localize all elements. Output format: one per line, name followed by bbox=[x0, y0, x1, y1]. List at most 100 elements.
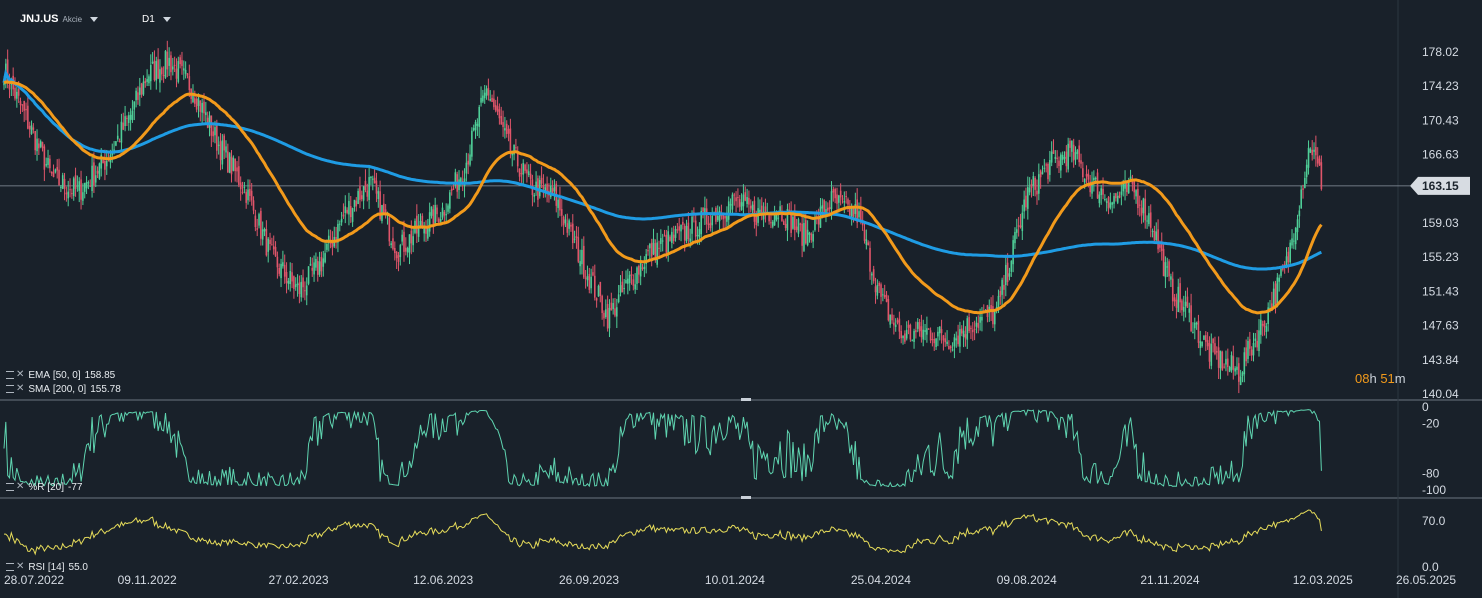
candle-body bbox=[566, 223, 569, 233]
timeframe-selector[interactable]: D1 bbox=[142, 11, 171, 27]
candle-body bbox=[810, 233, 813, 241]
price-tick-label: 174.23 bbox=[1422, 79, 1459, 93]
candle-body bbox=[1215, 351, 1218, 353]
candle-body bbox=[935, 338, 937, 347]
candle-body bbox=[759, 209, 761, 213]
candle-body bbox=[353, 199, 356, 208]
candle-body bbox=[322, 258, 325, 267]
candle-body bbox=[1137, 188, 1139, 209]
candle-body bbox=[1153, 230, 1156, 241]
candle-body bbox=[916, 322, 919, 329]
candle-body bbox=[138, 87, 141, 95]
candle-body bbox=[1164, 262, 1167, 278]
candle-body bbox=[843, 200, 846, 203]
candle-body bbox=[1113, 196, 1115, 204]
rsi-name: RSI bbox=[28, 561, 46, 573]
rsi-legend[interactable]: ✕ RSI [14] 55.0 bbox=[6, 561, 88, 573]
candle-body bbox=[630, 274, 633, 276]
williams-legend[interactable]: ✕ %R [20] -77 bbox=[6, 481, 82, 493]
candle-body bbox=[850, 205, 853, 218]
close-icon[interactable]: ✕ bbox=[16, 561, 25, 572]
candle-body bbox=[269, 239, 271, 245]
settings-icon[interactable] bbox=[6, 563, 14, 571]
candle-body bbox=[782, 221, 785, 225]
candle-body bbox=[245, 191, 247, 203]
candle-body bbox=[476, 123, 479, 126]
candle-body bbox=[1142, 198, 1145, 214]
candle-body bbox=[1179, 283, 1181, 303]
candle-body bbox=[865, 239, 868, 245]
candle-body bbox=[1316, 156, 1319, 164]
timeframe-label: D1 bbox=[142, 13, 155, 25]
settings-icon[interactable] bbox=[6, 371, 14, 379]
candle-body bbox=[1149, 212, 1152, 228]
candle-body bbox=[223, 135, 225, 151]
candle-body bbox=[133, 101, 136, 110]
candle-body bbox=[30, 125, 33, 134]
candle-body bbox=[78, 181, 81, 191]
close-icon[interactable]: ✕ bbox=[16, 481, 25, 492]
candle-body bbox=[882, 294, 884, 296]
candle-body bbox=[516, 152, 519, 167]
candle-body bbox=[709, 222, 712, 229]
candle-body bbox=[981, 316, 983, 321]
ema-legend[interactable]: ✕ EMA [50, 0] 158.85 bbox=[6, 369, 115, 381]
candle-body bbox=[232, 157, 235, 171]
candle-body bbox=[1060, 154, 1062, 171]
candle-body bbox=[1309, 148, 1312, 153]
settings-icon[interactable] bbox=[6, 385, 14, 393]
candle-body bbox=[1197, 320, 1200, 343]
candle-body bbox=[25, 108, 27, 111]
candle-body bbox=[228, 153, 231, 173]
candle-body bbox=[515, 147, 517, 149]
candle-body bbox=[480, 97, 482, 103]
candle-body bbox=[1182, 306, 1185, 312]
candle-body bbox=[263, 228, 266, 232]
pane-resize-handle bbox=[741, 398, 751, 401]
candle-body bbox=[1258, 330, 1260, 352]
candle-body bbox=[1034, 177, 1036, 190]
candle-body bbox=[238, 166, 240, 185]
candle-body bbox=[32, 127, 35, 130]
close-icon[interactable]: ✕ bbox=[16, 383, 25, 394]
candle-body bbox=[282, 262, 284, 267]
candle-body bbox=[47, 158, 49, 165]
candle-body bbox=[403, 231, 405, 252]
close-icon[interactable]: ✕ bbox=[16, 369, 25, 380]
candle-body bbox=[1085, 174, 1088, 177]
candle-body bbox=[1047, 163, 1049, 180]
candle-body bbox=[663, 235, 666, 237]
candle-body bbox=[1010, 261, 1013, 272]
candle-body bbox=[1008, 273, 1011, 277]
settings-icon[interactable] bbox=[6, 483, 14, 491]
candle-body bbox=[298, 282, 301, 294]
candle-body bbox=[992, 306, 994, 325]
ema-name: EMA bbox=[28, 369, 51, 381]
candle-body bbox=[280, 263, 282, 279]
candle-body bbox=[849, 208, 851, 216]
candle-body bbox=[588, 273, 591, 290]
symbol-selector[interactable]: JNJ.US Akcie bbox=[20, 11, 99, 27]
candle-body bbox=[753, 200, 756, 222]
candle-body bbox=[733, 194, 736, 196]
candle-body bbox=[781, 210, 783, 221]
candle-body bbox=[122, 122, 125, 130]
candle-body bbox=[305, 285, 308, 296]
price-tick-label: 155.23 bbox=[1422, 250, 1459, 264]
candle-body bbox=[1032, 176, 1035, 186]
candle-body bbox=[938, 326, 941, 334]
candle-body bbox=[511, 153, 514, 156]
sma-legend[interactable]: ✕ SMA [200, 0] 155.78 bbox=[6, 383, 121, 395]
candle-body bbox=[513, 144, 515, 155]
candle-body bbox=[526, 169, 528, 174]
candle-body bbox=[349, 206, 352, 218]
candle-body bbox=[254, 215, 257, 228]
candle-body bbox=[1118, 195, 1121, 198]
candle-body bbox=[737, 196, 739, 198]
candle-body bbox=[175, 68, 178, 79]
candle-body bbox=[439, 218, 442, 222]
candle-body bbox=[208, 115, 211, 128]
candle-body bbox=[885, 294, 888, 302]
candle-body bbox=[863, 229, 866, 241]
